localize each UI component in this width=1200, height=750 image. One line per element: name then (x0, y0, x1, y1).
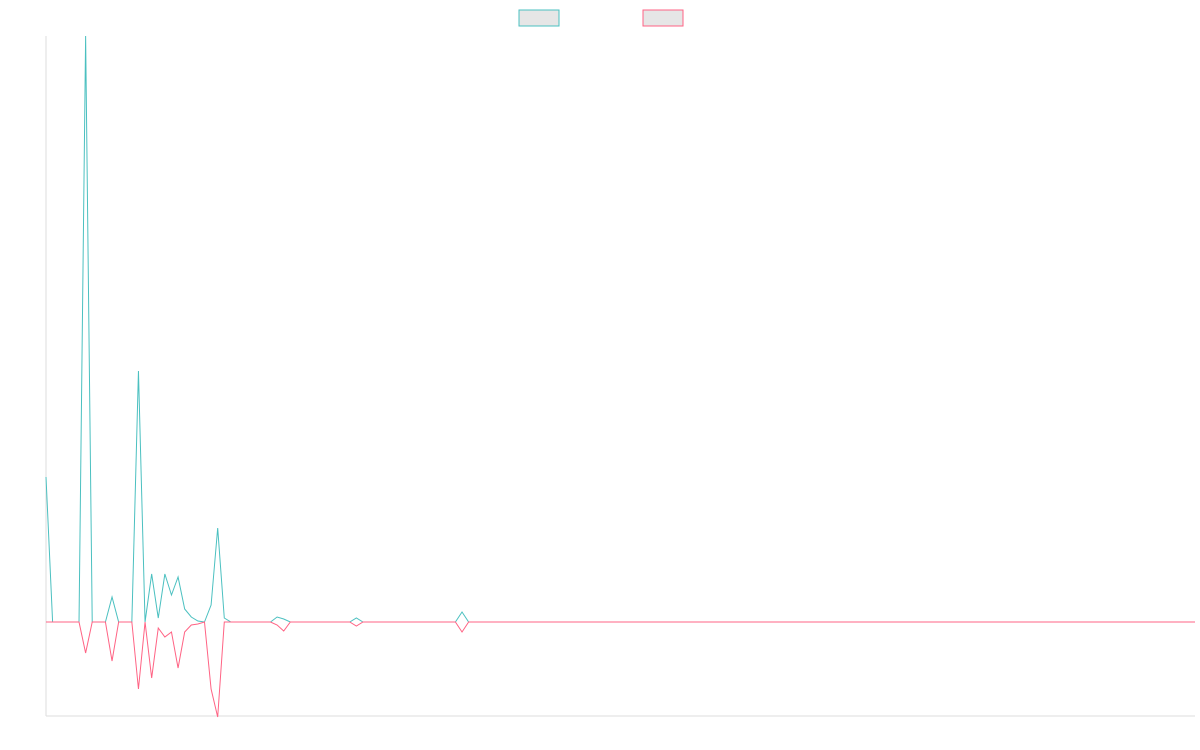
legend-swatch[interactable] (642, 9, 684, 27)
series-line (45, 35, 1195, 623)
series-line (46, 621, 1195, 718)
legend-swatch[interactable] (518, 9, 560, 27)
